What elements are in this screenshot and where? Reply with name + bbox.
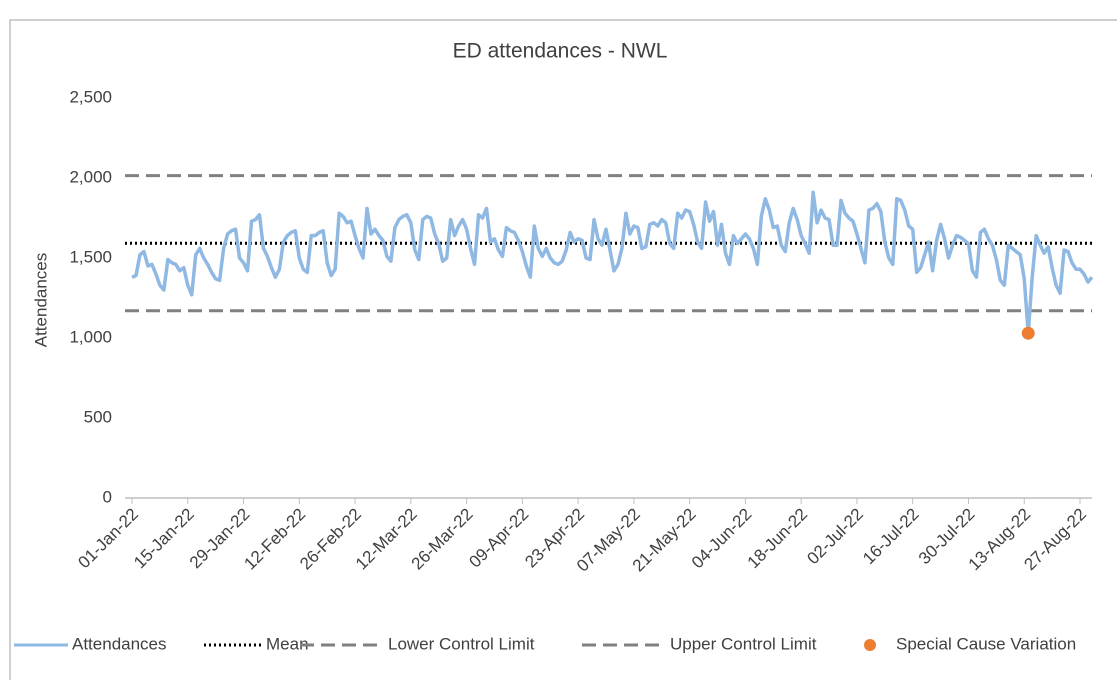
- legend-marker: [864, 639, 876, 651]
- y-tick-label: 2,500: [69, 87, 112, 106]
- legend-label: Attendances: [72, 634, 167, 653]
- y-tick-label: 2,000: [69, 167, 112, 186]
- y-tick-label: 1,000: [69, 327, 112, 346]
- y-tick-label: 1,500: [69, 247, 112, 266]
- chart-border: [9, 19, 1117, 680]
- chart-title: ED attendances - NWL: [453, 40, 668, 63]
- y-tick-label: 500: [84, 407, 112, 426]
- special-cause-point: [1021, 326, 1035, 340]
- legend-label: Special Cause Variation: [896, 634, 1076, 653]
- legend-label: Mean: [266, 634, 309, 653]
- legend-label: Upper Control Limit: [670, 634, 817, 653]
- y-axis-label: Attendances: [31, 253, 50, 348]
- legend-label: Lower Control Limit: [388, 634, 535, 653]
- attendances-line: [131, 190, 1094, 335]
- y-tick-label: 0: [103, 487, 112, 506]
